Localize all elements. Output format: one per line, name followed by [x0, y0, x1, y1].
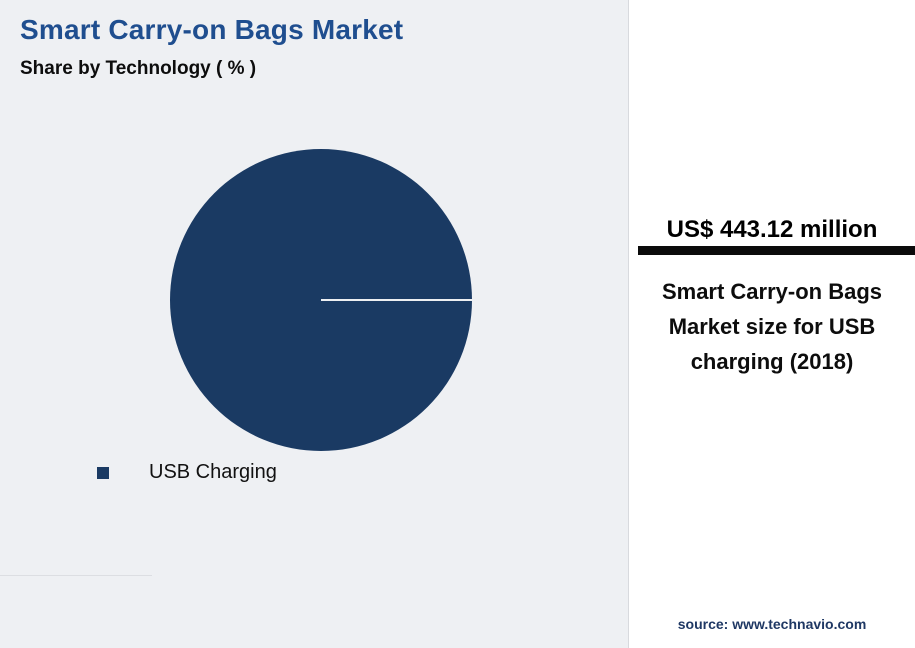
legend-swatch-usb-charging-icon [97, 466, 109, 479]
bottom-left-divider [0, 575, 152, 576]
chart-subtitle: Share by Technology ( % ) [20, 58, 257, 79]
source-attribution: source: www.technavio.com [677, 616, 867, 632]
legend-label-usb-charging: USB Charging [149, 461, 277, 483]
page-title: Smart Carry-on Bags Market [20, 14, 404, 45]
market-size-description: Smart Carry-on Bags Market size for USB … [661, 279, 883, 374]
pie-chart [170, 149, 472, 451]
headline-underline-bar [638, 246, 915, 255]
pie-slice-boundary-line [321, 299, 472, 301]
legend: USB Charging [97, 461, 277, 484]
side-panel: US$ 443.12 million Smart Carry-on Bags M… [628, 0, 915, 648]
market-size-value: US$ 443.12 million [666, 216, 878, 243]
